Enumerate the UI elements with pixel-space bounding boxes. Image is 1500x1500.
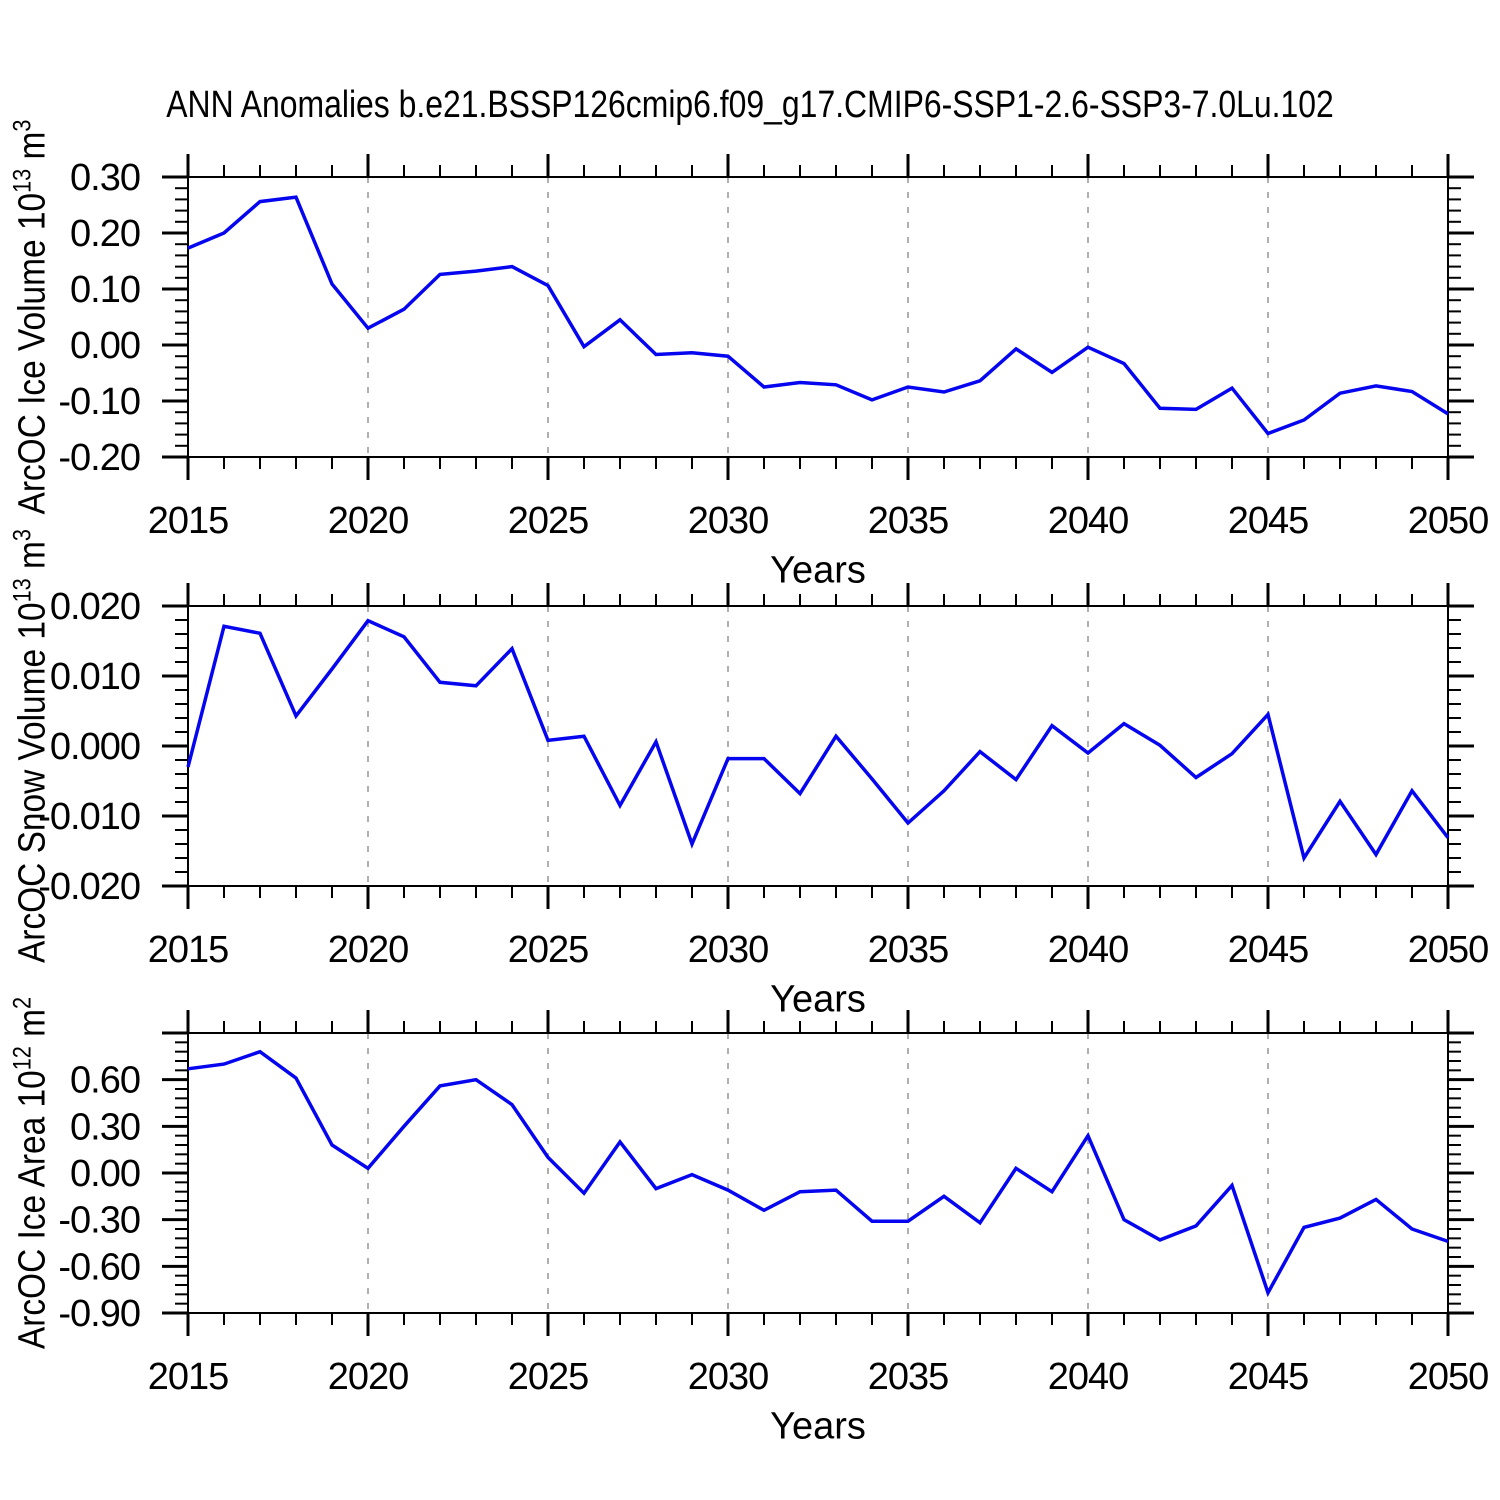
y-axis-title-exponent: 13 — [9, 168, 37, 193]
x-tick-labels: 2015 2020 2025 2030 2035 2040 2045 2050 — [148, 929, 1490, 971]
y-axis-title-unit-exponent: 2 — [9, 996, 37, 1009]
x-tick-label: 2020 — [328, 500, 409, 542]
y-tick-label: -0.010 — [38, 796, 140, 838]
axis-box — [187, 1032, 1449, 1314]
y-tick-label: -0.020 — [38, 866, 140, 908]
y-tick-label: 0.30 — [70, 1106, 140, 1148]
y-axis-title-ice-volume: ArcOC Ice Volume 1013 m3 — [10, 120, 55, 515]
ticks — [162, 1010, 1474, 1336]
axis-box — [187, 176, 1449, 458]
x-tick-label: 2050 — [1408, 929, 1489, 971]
y-tick-label: -0.60 — [58, 1246, 140, 1288]
x-tick-label: 2045 — [1228, 500, 1309, 542]
gridlines — [367, 606, 1269, 886]
y-tick-label: 0.10 — [70, 269, 140, 311]
y-axis-title-text: ArcOC Snow Volume 10 — [11, 602, 54, 963]
x-tick-label: 2035 — [868, 500, 949, 542]
gridlines — [367, 177, 1269, 457]
x-axis-title-years-1: Years — [770, 549, 866, 592]
y-tick-label: -0.20 — [58, 437, 140, 479]
x-tick-label: 2025 — [508, 1356, 589, 1398]
x-tick-label: 2030 — [688, 1356, 769, 1398]
y-tick-label: 0.30 — [70, 157, 140, 199]
y-tick-labels: 0.600.30 0.00 -0.30-0.60 -0.90 — [58, 1060, 141, 1335]
x-tick-label: 2050 — [1408, 500, 1489, 542]
y-axis-title-unit: m — [11, 541, 54, 579]
y-axis-title-unit: m — [11, 1008, 54, 1047]
y-axis-title-snow-volume: ArcOC Snow Volume 1013 m3 — [10, 529, 55, 963]
y-tick-label: 0.20 — [70, 213, 140, 255]
y-tick-label: 0.000 — [50, 726, 140, 768]
y-axis-title-text: ArcOC Ice Area 10 — [11, 1070, 54, 1350]
x-tick-label: 2040 — [1048, 929, 1129, 971]
y-tick-labels: 0.020 0.010 0.000 -0.010 -0.020 — [38, 586, 141, 908]
x-tick-label: 2015 — [148, 1356, 229, 1398]
ice-volume-line — [187, 195, 1449, 436]
y-axis-title-unit-exponent: 3 — [9, 529, 37, 542]
x-tick-label: 2035 — [868, 929, 949, 971]
snow-volume-line — [186, 618, 1450, 863]
x-tick-label: 2045 — [1228, 1356, 1309, 1398]
ticks — [162, 154, 1474, 480]
y-axis-title-unit-exponent: 3 — [9, 119, 37, 132]
axis-box — [187, 605, 1449, 887]
y-tick-label: 0.010 — [50, 656, 140, 698]
y-tick-label: -0.30 — [58, 1200, 140, 1242]
x-tick-label: 2040 — [1048, 1356, 1129, 1398]
y-tick-label: -0.10 — [58, 381, 140, 423]
y-tick-label: 0.020 — [50, 586, 140, 628]
chart-title: ANN Anomalies b.e21.BSSP126cmip6.f09_g17… — [166, 84, 1334, 126]
x-tick-label: 2020 — [328, 1356, 409, 1398]
x-tick-label: 2025 — [508, 929, 589, 971]
x-tick-label: 2015 — [148, 929, 229, 971]
x-tick-label: 2045 — [1228, 929, 1309, 971]
y-axis-title-text: ArcOC Ice Volume 10 — [11, 192, 54, 515]
x-tick-label: 2015 — [148, 500, 229, 542]
x-tick-label: 2020 — [328, 929, 409, 971]
x-axis-title-years-3: Years — [770, 1405, 866, 1448]
y-tick-labels: 0.30 0.20 0.10 0.00 -0.10 -0.20 — [58, 157, 141, 479]
y-tick-label: 0.00 — [70, 325, 140, 367]
y-axis-title-unit: m — [11, 131, 54, 169]
y-tick-label: 0.00 — [70, 1153, 140, 1195]
x-tick-label: 2040 — [1048, 500, 1129, 542]
y-tick-label: -0.90 — [58, 1293, 140, 1335]
x-tick-label: 2025 — [508, 500, 589, 542]
y-axis-title-exponent: 12 — [9, 1046, 37, 1071]
x-tick-label: 2050 — [1408, 1356, 1489, 1398]
x-tick-label: 2030 — [688, 500, 769, 542]
x-tick-labels: 2015 2020 2025 2030 2035 2040 2045 2050 — [148, 500, 1490, 542]
y-axis-title-exponent: 13 — [9, 578, 37, 603]
x-tick-labels: 2015 2020 2025 2030 2035 2040 2045 2050 — [148, 1356, 1490, 1398]
gridlines — [367, 1033, 1269, 1313]
ice-area-line — [187, 1049, 1449, 1298]
y-tick-label: 0.60 — [70, 1060, 140, 1102]
x-tick-label: 2030 — [688, 929, 769, 971]
x-tick-label: 2035 — [868, 1356, 949, 1398]
ticks — [162, 583, 1474, 909]
y-axis-title-ice-area: ArcOC Ice Area 1012 m2 — [10, 997, 55, 1349]
x-axis-title-years-2: Years — [770, 978, 866, 1021]
